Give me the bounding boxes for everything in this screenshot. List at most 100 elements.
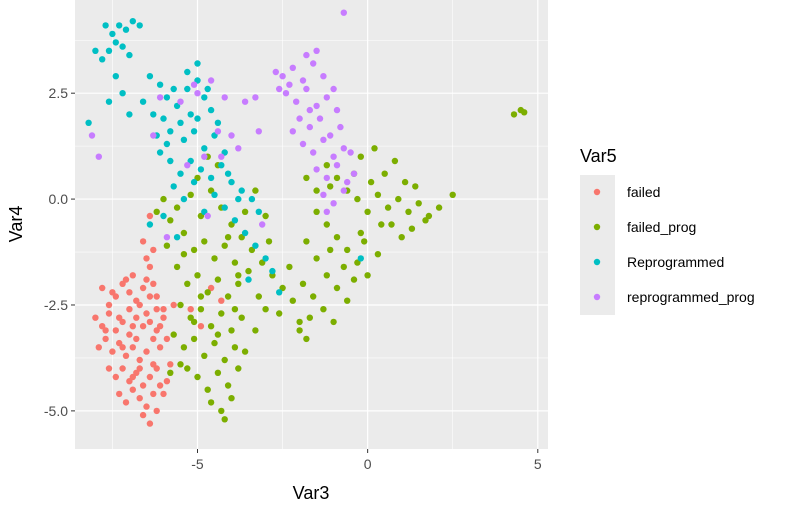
data-point xyxy=(92,314,99,321)
data-point xyxy=(180,136,188,143)
data-point xyxy=(422,217,429,224)
data-point xyxy=(204,386,211,393)
data-point xyxy=(211,339,218,347)
data-point xyxy=(262,212,269,220)
data-point xyxy=(136,365,143,372)
data-point xyxy=(344,246,351,254)
data-point xyxy=(95,153,103,160)
data-point xyxy=(204,212,211,220)
data-point xyxy=(248,246,256,254)
legend-label: Reprogrammed xyxy=(627,254,724,270)
data-point xyxy=(85,119,92,127)
data-point xyxy=(105,47,113,54)
data-point xyxy=(214,128,222,135)
data-point xyxy=(102,335,109,343)
data-point xyxy=(425,212,433,220)
data-point xyxy=(510,111,518,118)
data-point xyxy=(177,98,184,105)
data-point xyxy=(316,115,324,122)
data-point xyxy=(122,352,130,359)
data-point xyxy=(153,208,160,215)
data-point xyxy=(201,238,208,245)
data-point xyxy=(313,208,320,215)
data-point xyxy=(180,229,188,237)
data-point xyxy=(357,153,364,160)
data-point xyxy=(197,293,205,300)
data-points xyxy=(85,9,528,427)
data-point xyxy=(293,98,300,105)
data-point xyxy=(320,191,327,198)
data-point xyxy=(299,280,307,287)
data-point xyxy=(224,293,232,300)
data-point xyxy=(228,395,235,402)
data-point xyxy=(269,267,276,275)
data-point xyxy=(350,170,358,177)
data-point xyxy=(163,140,171,148)
data-point xyxy=(180,251,188,258)
data-point xyxy=(299,140,307,148)
data-point xyxy=(235,195,242,203)
data-point xyxy=(156,81,164,88)
legend-key xyxy=(593,223,601,231)
data-point xyxy=(313,102,320,110)
data-point xyxy=(320,73,327,80)
data-point xyxy=(333,174,341,182)
data-point xyxy=(303,335,310,343)
series-failed xyxy=(92,212,225,427)
data-point xyxy=(204,289,211,296)
data-point xyxy=(163,94,171,101)
data-point xyxy=(435,204,443,211)
data-point xyxy=(112,373,120,381)
data-point xyxy=(367,178,375,186)
data-point xyxy=(310,149,317,156)
data-point xyxy=(364,272,371,279)
data-point xyxy=(327,246,334,254)
series-reprogrammed xyxy=(85,18,364,296)
data-point xyxy=(371,145,378,152)
data-point xyxy=(214,331,222,338)
data-point xyxy=(333,162,341,169)
data-point xyxy=(116,22,123,29)
data-point xyxy=(177,170,184,177)
data-point xyxy=(180,344,188,351)
data-point xyxy=(105,98,113,105)
data-point xyxy=(408,225,416,232)
data-point xyxy=(194,272,201,279)
data-point xyxy=(224,170,232,177)
data-point xyxy=(201,145,208,152)
data-point xyxy=(129,323,136,330)
data-point xyxy=(238,187,245,194)
x-tick-label: -5 xyxy=(191,456,204,472)
data-point xyxy=(218,310,225,317)
data-point xyxy=(156,149,164,156)
data-point xyxy=(327,132,334,139)
data-point xyxy=(129,344,136,351)
data-point xyxy=(344,178,351,186)
data-point xyxy=(173,234,181,241)
data-point xyxy=(262,306,269,313)
data-point xyxy=(374,251,382,258)
data-point xyxy=(357,229,364,237)
data-point xyxy=(194,115,201,122)
data-point xyxy=(163,378,171,385)
data-point xyxy=(184,162,191,169)
data-point xyxy=(231,306,239,313)
data-point xyxy=(150,280,157,287)
y-tick-label: 0.0 xyxy=(49,191,69,207)
data-point xyxy=(190,128,198,135)
data-point xyxy=(143,255,150,262)
data-point xyxy=(184,365,191,372)
data-point xyxy=(401,178,409,186)
data-point xyxy=(323,221,330,228)
x-tick-label: 0 xyxy=(364,456,372,472)
legend-label: failed_prog xyxy=(627,219,696,235)
data-point xyxy=(221,242,228,249)
data-point xyxy=(109,289,116,296)
legend: Var5 failed failed_prog Reprogrammed reprog… xyxy=(580,146,755,315)
data-point xyxy=(201,94,208,101)
data-point xyxy=(184,68,191,76)
data-point xyxy=(102,22,109,29)
data-point xyxy=(146,73,154,80)
data-point xyxy=(136,301,143,309)
data-point xyxy=(388,221,395,228)
